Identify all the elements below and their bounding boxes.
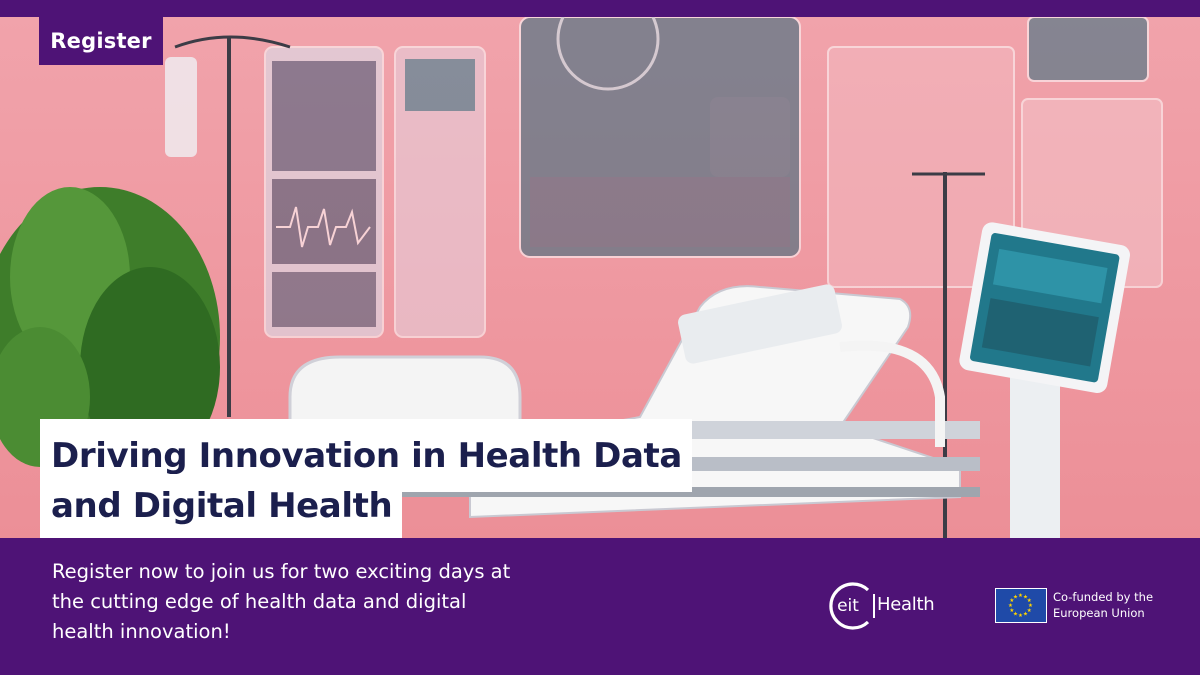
register-tag[interactable]: Register	[39, 17, 163, 65]
event-description: Register now to join us for two exciting…	[52, 560, 511, 643]
eu-cofunded-text: Co-funded by the European Union	[1053, 590, 1154, 620]
eu-star-icon: ★	[1018, 593, 1023, 599]
eu-star-icon: ★	[1027, 598, 1032, 604]
eu-flag-icon: ★ ★ ★ ★ ★ ★ ★ ★ ★ ★ ★ ★	[995, 588, 1047, 623]
eu-star-icon: ★	[1023, 612, 1028, 618]
eu-star-icon: ★	[1028, 603, 1033, 609]
eu-star-icon: ★	[1023, 594, 1028, 600]
eu-star-icon: ★	[1027, 608, 1032, 614]
eu-star-icon: ★	[1009, 608, 1014, 614]
headline-line-2: and Digital Health	[40, 474, 403, 538]
eit-health-text: Health	[877, 594, 935, 615]
top-bar	[0, 0, 1200, 17]
eu-star-icon: ★	[1008, 603, 1013, 609]
eu-star-icon: ★	[1013, 612, 1018, 618]
eit-mark-text: eit	[837, 596, 859, 616]
eit-mark-icon: eit	[829, 582, 875, 630]
eu-star-icon: ★	[1009, 598, 1014, 604]
eu-cofunded-logo: ★ ★ ★ ★ ★ ★ ★ ★ ★ ★ ★ ★ Co-funded by the European U…	[995, 588, 1185, 624]
eu-star-icon: ★	[1018, 613, 1023, 619]
eu-star-icon: ★	[1013, 594, 1018, 600]
eit-health-logo: eit Health	[824, 580, 954, 632]
